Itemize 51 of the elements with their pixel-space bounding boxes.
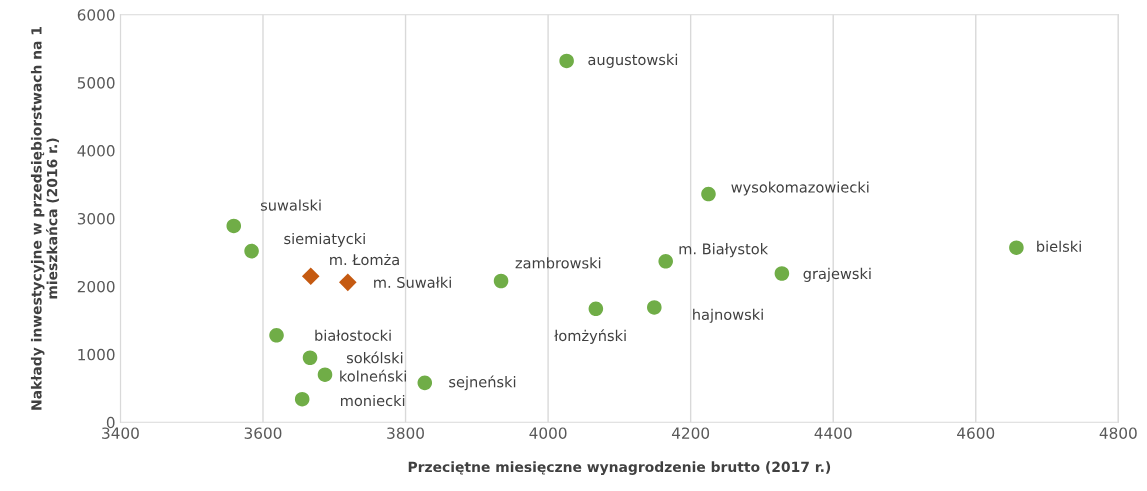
point [493, 273, 509, 289]
annotation: zambrowski [515, 257, 601, 269]
point [559, 53, 574, 69]
annotation: m. Suwałki [374, 276, 451, 288]
annotation: łomżyński [554, 329, 626, 344]
annotation: białostocki [315, 329, 391, 341]
point [701, 186, 716, 202]
point [317, 367, 333, 382]
y-tick-label: 2000 [77, 280, 115, 293]
x-tick-label: 3600 [244, 427, 282, 439]
x-tick-label: 4400 [814, 427, 852, 439]
point [302, 350, 318, 366]
annotation: hajnowski [693, 308, 763, 323]
point [294, 391, 310, 407]
point [774, 266, 790, 281]
x-tick-label: 4600 [957, 427, 995, 439]
point [301, 267, 320, 286]
x-tick-label: 3400 [102, 427, 139, 439]
annotation: siemiatycki [284, 232, 365, 248]
annotation: bielski [1037, 240, 1081, 252]
point [244, 243, 259, 259]
y-tick-label: 1000 [78, 348, 115, 361]
annotation: grajewski [803, 267, 871, 282]
y-axis-title: Nakłady inwestycyjne w przedsiębiorstwach na 1 mieszkańca (2016 r.) [30, 27, 59, 410]
annotation: suwalski [260, 199, 321, 211]
point [647, 300, 662, 315]
y-tick-label: 6000 [77, 9, 115, 21]
point [226, 218, 242, 234]
x-axis-title: Przeciętne miesięczne wynagrodzenie brutto (2017 r.) [408, 461, 831, 475]
y-tick-label: 5000 [77, 77, 115, 89]
annotation: kolneński [340, 369, 406, 382]
annotation: sejneński [449, 375, 516, 391]
y-tick-label: 3000 [77, 212, 115, 225]
point [1009, 240, 1024, 255]
point [588, 301, 604, 317]
point [339, 273, 357, 292]
x-tick-label: 4800 [1099, 427, 1137, 439]
point [658, 254, 673, 269]
annotation: wysokomazowiecki [731, 181, 869, 196]
y-tick-label: 4000 [77, 145, 115, 157]
annotation: sokólski [346, 351, 403, 364]
y-tick-label: 0 [106, 416, 115, 429]
point [417, 375, 433, 391]
annotation: augustowski [588, 53, 678, 68]
x-tick-label: 4200 [671, 427, 710, 439]
annotation: moniecki [341, 394, 405, 407]
x-tick-label: 3800 [387, 427, 424, 439]
annotation: m. Łomża [330, 253, 399, 266]
annotation: m. Białystok [679, 243, 769, 258]
x-tick-label: 4000 [529, 427, 567, 439]
point [269, 328, 284, 343]
